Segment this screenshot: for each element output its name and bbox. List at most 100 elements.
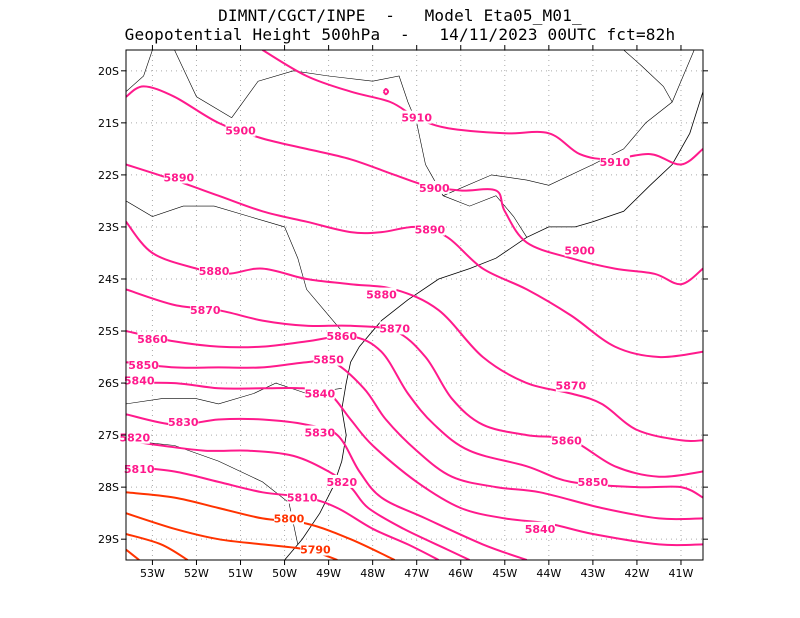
contour-label-bg xyxy=(225,123,256,137)
lat-tick-label: 28S xyxy=(98,481,119,494)
coastline xyxy=(284,91,703,560)
lat-tick-label: 22S xyxy=(98,169,119,182)
contour-line-5770 xyxy=(126,548,140,560)
state-border xyxy=(623,50,673,103)
contour-label-5820: 5820 xyxy=(327,476,358,489)
contour-line-5780 xyxy=(126,533,189,560)
lon-tick-label: 44W xyxy=(536,567,561,580)
contour-label-bg xyxy=(163,170,194,184)
lon-tick-label: 48W xyxy=(360,567,385,580)
contour-line-5850 xyxy=(126,359,703,521)
contour-label-5890: 5890 xyxy=(415,224,446,237)
state-border xyxy=(126,50,153,92)
contour-label-5790: 5790 xyxy=(300,544,331,557)
title-line-1: DIMNT/CGCT/INPE - Model Eta05_M01_ xyxy=(218,6,582,25)
contour-line-5910 xyxy=(261,50,703,166)
title-line-2: Geopotential Height 500hPa - 14/11/2023 … xyxy=(124,25,676,44)
contour-label-5810: 5810 xyxy=(287,492,318,505)
lat-tick-label: 27S xyxy=(98,429,119,442)
lon-tick-label: 49W xyxy=(316,567,341,580)
contour-label-bg xyxy=(128,357,159,371)
contour-line-5890 xyxy=(126,163,703,359)
contour-label-5860: 5860 xyxy=(551,434,582,447)
gridlines xyxy=(126,50,703,560)
contour-label-5900: 5900 xyxy=(225,125,256,138)
state-border xyxy=(126,440,299,545)
contour-label-bg xyxy=(326,329,357,343)
contour-label-5910: 5910 xyxy=(401,112,432,125)
contour-label-bg xyxy=(419,180,450,194)
lat-tick-label: 29S xyxy=(98,533,119,546)
contour-label-bg xyxy=(287,490,318,504)
contour-line-5820 xyxy=(126,439,471,560)
contour-label-5840: 5840 xyxy=(304,387,335,400)
contour-line-5870 xyxy=(126,288,703,478)
lat-tick-label: 26S xyxy=(98,377,119,390)
contour-label-bg xyxy=(326,474,357,488)
contour-label-bg xyxy=(273,511,304,525)
lat-tick-label: 21S xyxy=(98,117,119,130)
contour-label-bg xyxy=(124,373,155,387)
contour-label-bg xyxy=(300,542,331,556)
lon-tick-label: 41W xyxy=(669,567,694,580)
contour-label-5880: 5880 xyxy=(199,265,230,278)
contour-label-bg xyxy=(137,331,168,345)
contour-label-bg xyxy=(366,287,397,301)
contour-line-5910 xyxy=(382,88,390,96)
contour-label-5830: 5830 xyxy=(168,416,199,429)
state-border xyxy=(126,200,351,342)
contour-label-5870: 5870 xyxy=(190,304,221,317)
contour-label-5870: 5870 xyxy=(556,380,587,393)
contour-label-bg xyxy=(199,264,230,278)
contour-label-bg xyxy=(313,352,344,366)
contour-label-bg xyxy=(414,222,445,236)
contour-label-bg xyxy=(525,521,556,535)
lon-tick-label: 43W xyxy=(580,567,605,580)
lon-tick-label: 47W xyxy=(404,567,429,580)
contour-label-bg xyxy=(599,154,630,168)
state-border xyxy=(231,70,528,238)
contour-label-5830: 5830 xyxy=(304,427,335,440)
lat-tick-label: 24S xyxy=(98,273,119,286)
lon-tick-label: 45W xyxy=(492,567,517,580)
lat-tick-label: 25S xyxy=(98,325,119,338)
state-border xyxy=(126,382,342,405)
state-border xyxy=(174,50,232,118)
contour-label-5910: 5910 xyxy=(600,156,631,169)
lon-tick-label: 50W xyxy=(272,567,297,580)
contour-label-bg xyxy=(124,461,155,475)
contour-label-bg xyxy=(119,430,150,444)
lat-tick-label: 20S xyxy=(98,65,119,78)
contour-line-5800 xyxy=(126,491,396,560)
contour-labels: 5910 5910 5900 5900 5900 5890 5890 5880 5880 5870… xyxy=(119,110,631,557)
contour-label-bg xyxy=(379,321,410,335)
lon-tick-label: 51W xyxy=(228,567,253,580)
contour-label-bg xyxy=(168,415,199,429)
contour-label-5900: 5900 xyxy=(564,244,595,257)
map-frame xyxy=(125,49,704,561)
contour-label-bg xyxy=(304,386,335,400)
contour-label-5820: 5820 xyxy=(119,432,150,445)
lon-tick-label: 53W xyxy=(140,567,165,580)
lon-tick-label: 42W xyxy=(624,567,649,580)
lon-tick-label: 52W xyxy=(184,567,209,580)
contour-line-5830 xyxy=(126,413,528,560)
contour-label-5890: 5890 xyxy=(164,172,195,185)
contour-label-5850: 5850 xyxy=(313,354,344,367)
contour-label-5810: 5810 xyxy=(124,463,155,476)
lon-tick-label: 46W xyxy=(448,567,473,580)
axis-ticks: 53W 52W 51W 50W 49W 48W 47W 46W 45W 44W 43W 42W 41W 2… xyxy=(98,45,708,580)
contour-label-bg xyxy=(577,474,608,488)
contour-line-5840 xyxy=(126,381,703,547)
contour-label-bg xyxy=(564,243,595,257)
contour-label-bg xyxy=(551,433,582,447)
contour-label-bg xyxy=(190,303,221,317)
contour-label-5840: 5840 xyxy=(124,374,155,387)
contour-label-5850: 5850 xyxy=(128,359,159,372)
contour-label-bg xyxy=(555,378,586,392)
contour-label-5860: 5860 xyxy=(137,333,168,346)
contour-label-5900: 5900 xyxy=(419,182,450,195)
contour-label-5850: 5850 xyxy=(578,476,609,489)
contour-label-5880: 5880 xyxy=(366,289,397,302)
